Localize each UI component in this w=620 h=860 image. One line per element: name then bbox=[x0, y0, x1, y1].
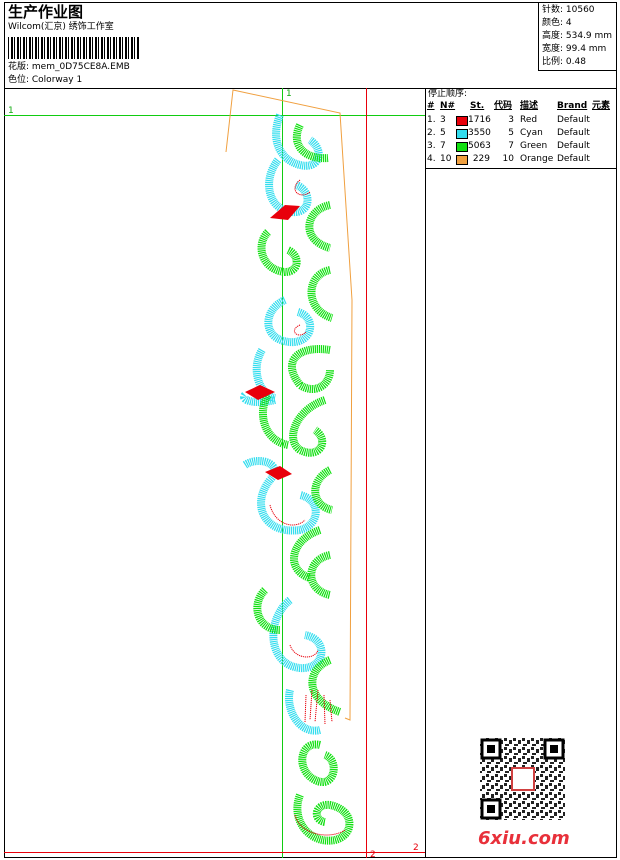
needle: 10 bbox=[440, 154, 452, 164]
needle: 3 bbox=[440, 115, 446, 125]
outer-border bbox=[4, 2, 617, 858]
row-index: 1. bbox=[427, 115, 436, 125]
stitches: 229 bbox=[472, 154, 490, 164]
needle: 5 bbox=[440, 128, 446, 138]
column-header: 代码 bbox=[494, 101, 513, 111]
color-swatch bbox=[456, 116, 468, 126]
guide-marker: 2 bbox=[413, 843, 419, 853]
column-header: Brand bbox=[557, 101, 588, 111]
info-item: 高度: 534.9 mm bbox=[542, 31, 613, 41]
studio: Wilcom(汇京) 绣饰工作室 bbox=[8, 22, 114, 32]
row-index: 4. bbox=[427, 154, 436, 164]
code: 3 bbox=[508, 115, 514, 125]
info-item: 颜色: 4 bbox=[542, 18, 572, 28]
info-item: 针数: 10560 bbox=[542, 5, 595, 15]
stitches: 5063 bbox=[468, 141, 491, 151]
colorway: 色位: Colorway 1 bbox=[8, 75, 83, 85]
column-header: 元素 bbox=[592, 101, 611, 111]
barcode bbox=[8, 37, 140, 59]
table-title: 停止顺序: bbox=[428, 89, 468, 99]
row-index: 3. bbox=[427, 141, 436, 151]
code: 7 bbox=[508, 141, 514, 151]
watermark: 6xiu.com bbox=[478, 828, 570, 849]
description: Orange bbox=[520, 154, 554, 164]
column-header: N# bbox=[440, 101, 456, 111]
color-swatch bbox=[456, 155, 468, 165]
code: 10 bbox=[502, 154, 514, 164]
info-box bbox=[538, 2, 617, 71]
column-header: St. bbox=[470, 101, 485, 111]
description: Green bbox=[520, 141, 548, 151]
guide-marker: 2 bbox=[370, 850, 376, 860]
brand: Default bbox=[557, 141, 590, 151]
info-item: 比例: 0.48 bbox=[542, 57, 586, 67]
brand: Default bbox=[557, 128, 590, 138]
description: Red bbox=[520, 115, 538, 125]
column-header: # bbox=[427, 101, 435, 111]
brand: Default bbox=[557, 154, 590, 164]
sheet-title: 生产作业图 bbox=[8, 3, 84, 21]
description: Cyan bbox=[520, 128, 543, 138]
info-item: 宽度: 99.4 mm bbox=[542, 44, 607, 54]
guide-marker: 1 bbox=[8, 106, 14, 116]
stitches: 3550 bbox=[468, 128, 491, 138]
color-swatch bbox=[456, 129, 468, 139]
stitches: 1716 bbox=[468, 115, 491, 125]
qr-code bbox=[480, 738, 565, 820]
design-outline bbox=[225, 89, 353, 721]
guide-marker: 1 bbox=[286, 89, 292, 99]
design-file: 花版: mem_0D75CE8A.EMB bbox=[8, 62, 130, 72]
brand: Default bbox=[557, 115, 590, 125]
needle: 7 bbox=[440, 141, 446, 151]
row-index: 2. bbox=[427, 128, 436, 138]
code: 5 bbox=[508, 128, 514, 138]
color-swatch bbox=[456, 142, 468, 152]
column-header: 描述 bbox=[520, 101, 539, 111]
embroidery-design bbox=[240, 113, 354, 845]
